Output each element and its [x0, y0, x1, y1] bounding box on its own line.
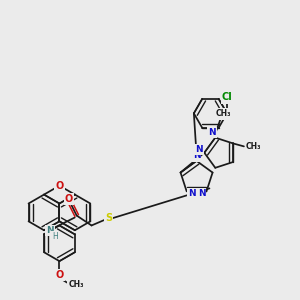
Text: N: N: [193, 152, 200, 160]
Text: O: O: [55, 270, 64, 280]
Text: O: O: [64, 194, 73, 204]
Text: S: S: [105, 212, 112, 223]
Text: N: N: [198, 189, 205, 198]
Text: N: N: [188, 189, 195, 198]
Text: Cl: Cl: [222, 92, 232, 103]
Text: CH₃: CH₃: [246, 142, 262, 151]
Text: O: O: [55, 181, 64, 191]
Text: N: N: [46, 226, 54, 235]
Text: CH₃: CH₃: [68, 280, 84, 290]
Text: H: H: [52, 232, 58, 241]
Text: N: N: [196, 145, 203, 154]
Text: CH₃: CH₃: [215, 110, 231, 118]
Text: N: N: [208, 128, 216, 137]
